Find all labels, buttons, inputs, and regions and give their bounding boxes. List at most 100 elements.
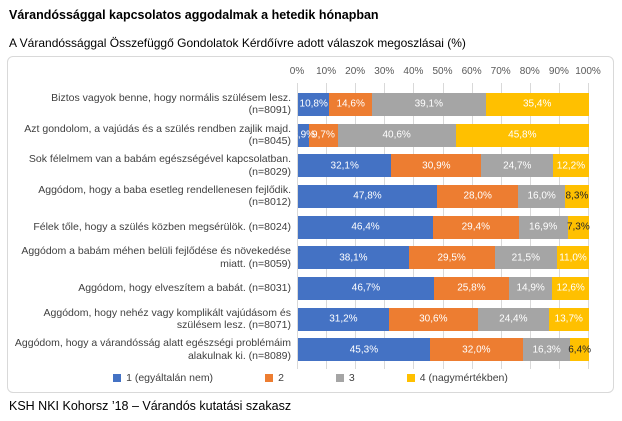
bar-segment: 29,5% xyxy=(408,246,495,270)
data-label: 10,8% xyxy=(299,98,328,110)
bar-segment: 12,2% xyxy=(553,154,589,178)
data-label: 12,6% xyxy=(556,282,585,294)
data-label: 39,1% xyxy=(414,98,443,110)
gridline xyxy=(297,83,298,369)
page-title: Várandóssággal kapcsolatos aggodalmak a … xyxy=(9,8,379,22)
bar-segment: 45,8% xyxy=(455,123,589,147)
bar-segment: 13,7% xyxy=(548,307,589,331)
bar-segment: 29,4% xyxy=(433,215,519,239)
bar-segment: 11,0% xyxy=(557,246,589,270)
data-label: 30,6% xyxy=(419,313,448,325)
category-label: Aggódom, hogy a baba esetleg rendellenes… xyxy=(38,184,291,209)
legend-label: 1 (egyáltalán nem) xyxy=(126,372,214,384)
data-label: 29,5% xyxy=(437,252,466,264)
bar-segment: 38,1% xyxy=(298,246,409,270)
data-label: 30,9% xyxy=(422,160,451,172)
data-label: 32,1% xyxy=(330,160,359,172)
data-label: 3,9% xyxy=(292,129,316,141)
bar-segment: 32,0% xyxy=(429,338,523,362)
bar-segment: 7,3% xyxy=(567,215,590,239)
x-axis-tick: 30% xyxy=(374,66,395,77)
data-label: 32,0% xyxy=(462,344,491,356)
legend: 1 (egyáltalán nem) 2 3 4 (nagymértékben) xyxy=(8,372,613,384)
data-label: 28,0% xyxy=(463,190,492,202)
chart-row: Aggódom, hogy nehéz vagy komplikált vajú… xyxy=(8,304,613,335)
data-label: 35,4% xyxy=(522,98,552,110)
stacked-bar: 46,7% 25,8% 14,9% 12,6% xyxy=(298,276,589,300)
stacked-bar: 31,2% 30,6% 24,4% 13,7% xyxy=(298,307,589,331)
category-label: Aggódom, hogy nehéz vagy komplikált vajú… xyxy=(43,306,291,332)
bar-segment: 21,5% xyxy=(494,246,558,270)
legend-label: 2 xyxy=(278,372,284,384)
x-axis-tick: 80% xyxy=(519,66,540,77)
bar-segment: 9,7% xyxy=(309,123,338,147)
x-axis-tick: 100% xyxy=(575,66,601,77)
category-label: Félek tőle, hogy a szülés közben megsérü… xyxy=(33,220,291,233)
data-label: 16,0% xyxy=(527,190,556,202)
bar-segment: 25,8% xyxy=(433,276,509,300)
x-axis-tick: 90% xyxy=(548,66,569,77)
legend-item: 2 xyxy=(265,372,284,384)
chart-row: Sok félelmem van a babám egészségével ka… xyxy=(8,150,613,181)
category-label: Azt gondolom, a vajúdás és a szülés rend… xyxy=(24,122,291,148)
bar-segment: 46,7% xyxy=(298,276,434,300)
bar-segment: 30,6% xyxy=(388,307,478,331)
bar-segment: 16,0% xyxy=(518,184,565,208)
stacked-bar: 3,9% 9,7% 40,6% 45,8% xyxy=(292,123,589,147)
category-label: Sok félelmem van a babám egészségével ka… xyxy=(28,153,291,178)
bar-segment: 3,9% xyxy=(292,123,315,147)
stacked-bar: 45,3% 32,0% 16,3% 6,4% xyxy=(298,338,591,362)
bar-segment: 24,7% xyxy=(481,154,554,178)
data-label: 29,4% xyxy=(461,221,490,233)
x-axis-tick: 0% xyxy=(289,66,305,77)
x-axis-tick: 60% xyxy=(461,66,482,77)
legend-swatch-icon xyxy=(406,374,415,382)
x-axis-tick: 20% xyxy=(345,66,366,77)
chart-row: Biztos vagyok benne, hogy normális szülé… xyxy=(8,89,613,120)
data-label: 16,9% xyxy=(528,221,558,233)
bar-rows: Biztos vagyok benne, hogy normális szülé… xyxy=(8,89,613,365)
data-label: 16,3% xyxy=(532,344,561,356)
category-label: Biztos vagyok benne, hogy normális szülé… xyxy=(51,91,291,117)
data-label: 12,2% xyxy=(556,160,586,172)
chart-subtitle: A Várandóssággal Összefüggő Gondolatok K… xyxy=(9,36,466,50)
bar-segment: 40,6% xyxy=(337,123,456,147)
legend-label: 4 (nagymértékben) xyxy=(419,372,508,384)
x-axis: 0% 10% 20% 30% 40% 50% 60% 70% 80% 90% 100% xyxy=(8,57,613,81)
data-label: 47,8% xyxy=(353,190,382,202)
data-label: 14,9% xyxy=(516,282,545,294)
bar-segment: 32,1% xyxy=(298,154,392,178)
data-label: 11,0% xyxy=(559,252,587,264)
chart-row: Aggódom, hogy a baba esetleg rendellenes… xyxy=(8,181,613,212)
bar-segment: 31,2% xyxy=(298,307,389,331)
data-label: 45,3% xyxy=(349,344,379,356)
bar-segment: 28,0% xyxy=(436,184,519,208)
legend-swatch-icon xyxy=(113,374,122,382)
bar-segment: 35,4% xyxy=(485,92,589,116)
data-label: 8,3% xyxy=(565,190,589,202)
data-label: 31,2% xyxy=(329,313,358,325)
data-label: 40,6% xyxy=(382,129,411,141)
source-note: KSH NKI Kohorsz ’18 – Várandós kutatási … xyxy=(9,399,292,413)
x-axis-tick: 40% xyxy=(403,66,424,77)
bar-segment: 8,3% xyxy=(564,184,589,208)
data-label: 9,7% xyxy=(312,129,335,141)
bar-segment: 14,9% xyxy=(508,276,553,300)
data-label: 25,8% xyxy=(457,282,486,294)
chart-row: Félek tőle, hogy a szülés közben megsérü… xyxy=(8,212,613,243)
data-label: 13,7% xyxy=(554,313,583,325)
category-label: Aggódom, hogy elveszítem a babát. (n=803… xyxy=(78,282,291,295)
stacked-bar: 10,8% 14,6% 39,1% 35,4% xyxy=(298,92,589,116)
chart-row: Aggódom a babám méhen belüli fejlődése é… xyxy=(8,242,613,273)
bar-segment: 39,1% xyxy=(371,92,486,116)
bar-segment: 14,6% xyxy=(329,92,372,116)
bar-segment: 16,9% xyxy=(518,215,568,239)
x-axis-tick: 50% xyxy=(432,66,453,77)
legend-swatch-icon xyxy=(335,374,344,382)
data-label: 21,5% xyxy=(511,252,540,264)
bar-segment: 10,8% xyxy=(298,92,330,116)
data-label: 14,6% xyxy=(336,98,365,110)
bar-segment: 16,3% xyxy=(522,338,571,362)
stacked-bar: 38,1% 29,5% 21,5% 11,0% xyxy=(298,246,589,270)
